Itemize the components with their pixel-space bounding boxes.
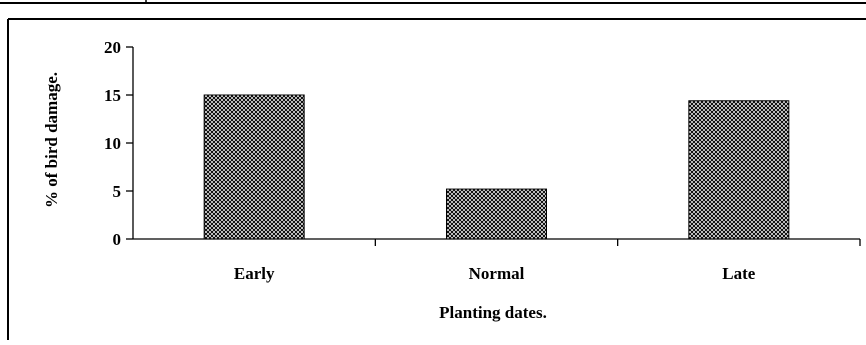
y-tick-label-10: 10 <box>104 134 121 153</box>
y-tick-label-5: 5 <box>113 182 122 201</box>
x-tick-label-late: Late <box>722 264 756 283</box>
y-tick-label-0: 0 <box>113 230 122 249</box>
bar-normal <box>446 188 547 240</box>
x-axis-title: Planting dates. <box>439 303 547 322</box>
bar-late <box>688 100 790 240</box>
y-axis-title: % of bird damage. <box>42 72 61 208</box>
y-tick-label-20: 20 <box>104 38 121 57</box>
y-tick-label-15: 15 <box>104 86 121 105</box>
bars-layer <box>203 94 790 240</box>
x-tick-label-normal: Normal <box>469 264 525 283</box>
x-tick-label-early: Early <box>234 264 275 283</box>
axes-layer: 0 5 10 15 20 Early Normal Late <box>104 38 861 283</box>
bar-early <box>203 94 305 240</box>
